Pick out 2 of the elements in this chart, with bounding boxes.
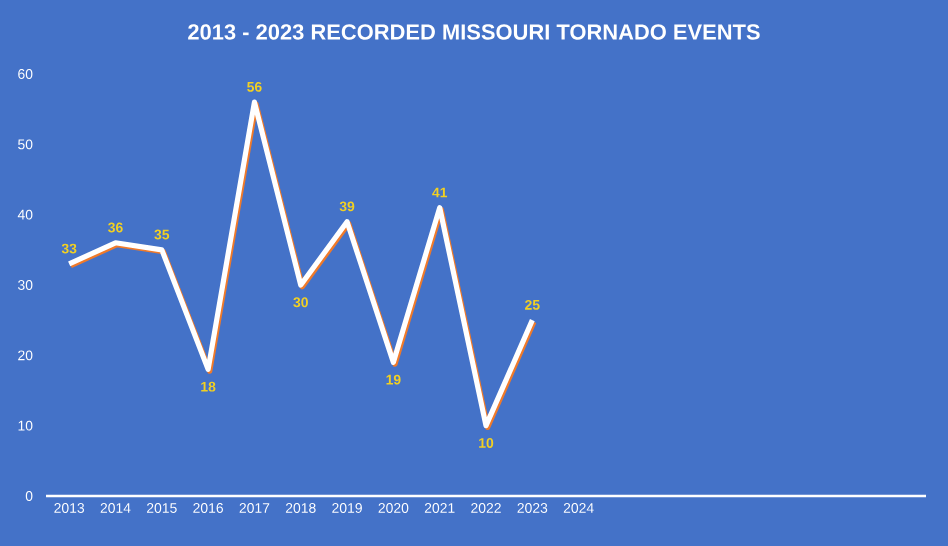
chart-title: 2013 - 2023 RECORDED MISSOURI TORNADO EVENTS — [188, 24, 760, 40]
line-series — [66, 99, 537, 431]
